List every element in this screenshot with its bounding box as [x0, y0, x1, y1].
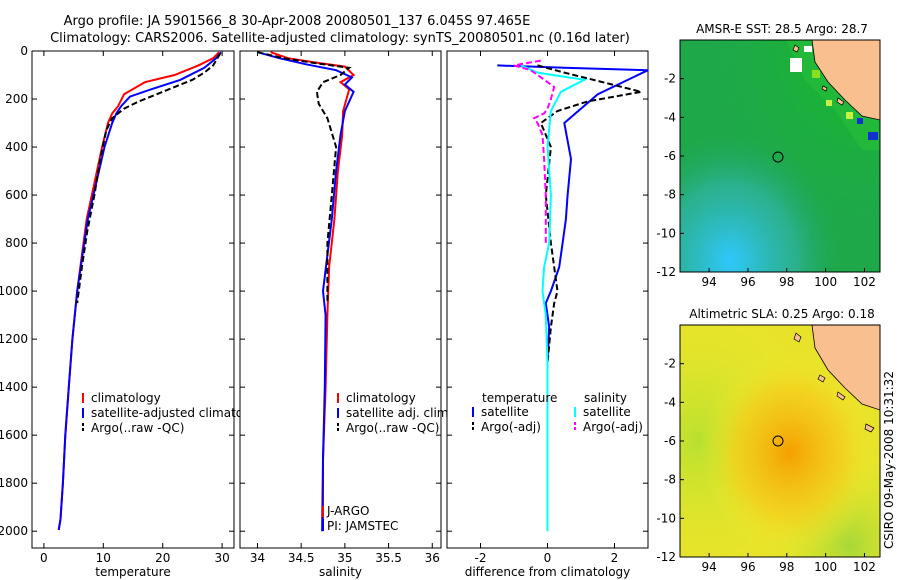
sst-y-tick-label: -4 [664, 110, 676, 124]
legend-entry: Argo(..raw -QC) [91, 421, 184, 435]
sst-warm-pixel [812, 70, 820, 78]
sst-x-tick-label: 98 [779, 275, 794, 289]
legend-entry: satellite-adjusted climatology [91, 406, 269, 420]
legend-entry: satellite [481, 405, 529, 419]
diff-series-line [513, 59, 556, 244]
sst-map-panel: AMSR-E SST: 28.5 Argo: 28.7 94 96 98 100 102… [656, 22, 881, 289]
sal-x-axis-label: salinity [319, 565, 362, 579]
sst-x-tick-label: 96 [740, 275, 755, 289]
sla-y-tick-label: -10 [656, 511, 676, 525]
sst-coastal-strip [786, 40, 880, 150]
legend-entry: climatology [346, 391, 416, 405]
sst-cool-pixel [857, 118, 863, 124]
temp-series-line [76, 52, 222, 304]
sst-y-tick-label: -10 [656, 226, 676, 240]
depth-tick-label: 1200 [0, 332, 28, 346]
sal-plot-frame [239, 50, 442, 549]
sal-series-line [257, 51, 355, 532]
sla-y-tick-label: -6 [664, 434, 676, 448]
sst-landmask [804, 46, 812, 52]
float-annotation: PI: JAMSTEC [327, 519, 398, 533]
sla-y-tick-label: -12 [656, 550, 676, 564]
figure-title-line2: Climatology: CARS2006. Satellite-adjuste… [50, 31, 630, 46]
sla-x-tick-label: 98 [779, 560, 794, 574]
legend-entry: Argo(-adj) [583, 420, 643, 434]
diff-series-line [520, 64, 588, 532]
legend-entry: climatology [91, 391, 161, 405]
sst-map-axes: 94 96 98 100 102 -2 -4 -6 -8 -10 -12 [656, 72, 876, 289]
temp-series-line [57, 51, 222, 531]
depth-tick-label: 1400 [0, 380, 28, 394]
diff-series-line [497, 64, 649, 364]
temp-x-tick-label: 0 [40, 551, 48, 565]
sal-x-tick-label: 36 [425, 551, 440, 565]
legend-entry: Argo(-adj) [481, 420, 541, 434]
legend-entry: Argo(..raw -QC) [346, 421, 439, 435]
sal-x-tick-label: 34 [250, 551, 265, 565]
sst-y-tick-label: -12 [656, 265, 676, 279]
sumatra-land [811, 325, 880, 411]
sst-landmask [790, 58, 802, 72]
depth-tick-label: 0 [20, 44, 28, 58]
sla-argo-marker [772, 435, 784, 447]
sla-y-tick-label: -4 [664, 395, 676, 409]
sla-map-title: Altimetric SLA: 0.25 Argo: 0.18 [689, 307, 874, 321]
sla-x-tick-label: 96 [740, 560, 755, 574]
depth-tick-label: 400 [5, 140, 28, 154]
timestamp-label: CSIRO 09-May-2008 10:31:32 [882, 371, 896, 549]
sst-x-tick-label: 100 [814, 275, 837, 289]
depth-tick-label: 1000 [0, 284, 28, 298]
sst-y-tick-label: -2 [664, 72, 676, 86]
diff-x-tick-label: -2 [475, 551, 487, 565]
island-outline [792, 44, 845, 106]
depth-tick-label: 2000 [0, 524, 28, 538]
diff-x-tick-label: 0 [544, 551, 552, 565]
depth-tick-label: 1800 [0, 476, 28, 490]
sumatra-land [811, 40, 880, 121]
sla-map-panel: Altimetric SLA: 0.25 Argo: 0.18 94 96 98 10… [656, 307, 881, 574]
temp-plot-frame [31, 50, 235, 549]
sla-y-tick-label: -8 [664, 473, 676, 487]
depth-tick-label: 200 [5, 92, 28, 106]
sal-series-line [257, 51, 352, 304]
sst-map-title: AMSR-E SST: 28.5 Argo: 28.7 [696, 22, 868, 36]
depth-tick-label: 1600 [0, 428, 28, 442]
legend-header: salinity [584, 391, 627, 405]
temperature-panel: 0 10 20 30 temperature 0 200 400 600 800 1000 1200 1… [0, 44, 269, 579]
depth-tick-label: 800 [5, 236, 28, 250]
sst-x-tick-label: 102 [853, 275, 876, 289]
temp-x-tick-label: 10 [96, 551, 111, 565]
sla-map-axes: 94 96 98 100 102 -2 -4 -6 -8 -10 -12 [656, 357, 876, 574]
sst-warm-pixel [826, 100, 832, 106]
sst-cool-pixel [868, 132, 878, 140]
sla-x-tick-label: 100 [814, 560, 837, 574]
legend-entry: satellite adj. clim. [346, 406, 452, 420]
salinity-panel: 34 34.5 35 35.5 36 salinity climatologysatelli… [239, 50, 452, 579]
sal-x-tick-label: 34.5 [288, 551, 315, 565]
diff-x-tick-label: 2 [611, 551, 619, 565]
float-annotation: J-ARGO [326, 504, 369, 518]
sst-y-tick-label: -8 [664, 188, 676, 202]
depth-tick-label: 600 [5, 188, 28, 202]
island-outline [793, 332, 875, 433]
sla-x-tick-label: 102 [853, 560, 876, 574]
sal-x-tick-label: 35 [337, 551, 352, 565]
sla-x-tick-label: 94 [701, 560, 716, 574]
legend-entry: satellite [583, 405, 631, 419]
legend-header: temperature [482, 391, 557, 405]
sla-y-tick-label: -2 [664, 357, 676, 371]
sst-x-tick-label: 94 [701, 275, 716, 289]
sst-warm-pixel [846, 112, 853, 119]
diff-x-axis-label: difference from climatology [465, 565, 631, 579]
temp-x-axis-label: temperature [95, 565, 170, 579]
sal-x-tick-label: 35.5 [375, 551, 402, 565]
sst-y-tick-label: -6 [664, 149, 676, 163]
temp-x-tick-label: 30 [214, 551, 229, 565]
sst-argo-marker [772, 151, 784, 163]
figure-title-line1: Argo profile: JA 5901566_8 30-Apr-2008 2… [64, 14, 531, 29]
temp-x-tick-label: 20 [155, 551, 170, 565]
